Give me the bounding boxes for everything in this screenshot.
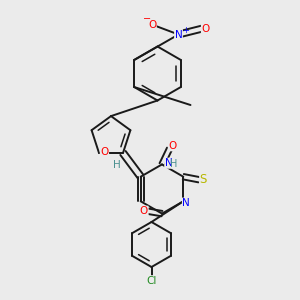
Text: H: H xyxy=(113,160,121,170)
Text: O: O xyxy=(148,20,156,30)
Text: −: − xyxy=(143,14,151,24)
Text: +: + xyxy=(182,26,188,35)
Text: N: N xyxy=(182,198,190,208)
Text: O: O xyxy=(201,23,210,34)
Text: N: N xyxy=(175,29,182,40)
Text: O: O xyxy=(140,206,148,216)
Text: O: O xyxy=(100,147,109,157)
Text: Cl: Cl xyxy=(146,276,157,286)
Text: H: H xyxy=(170,159,178,169)
Text: O: O xyxy=(168,141,177,151)
Text: N: N xyxy=(165,158,172,168)
Text: S: S xyxy=(200,173,207,186)
